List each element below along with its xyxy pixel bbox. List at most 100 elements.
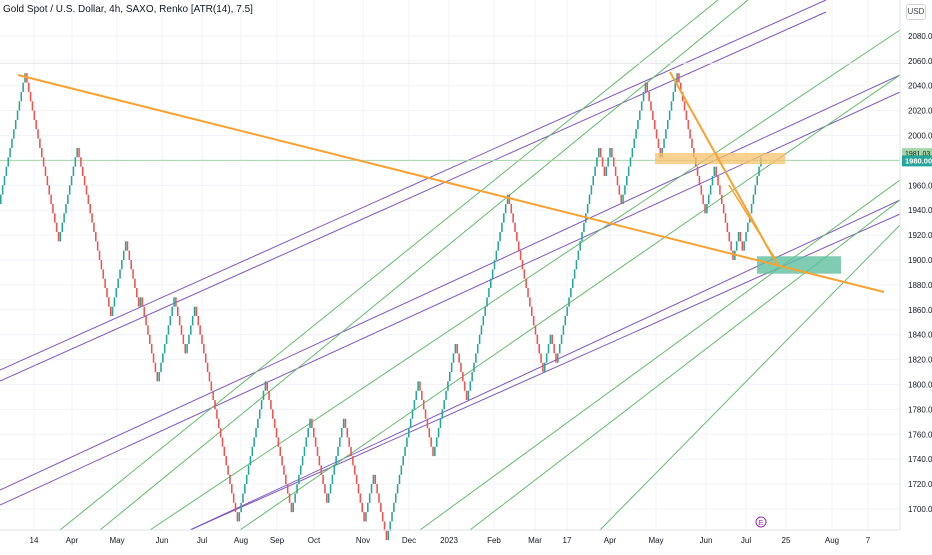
renko-brick — [301, 456, 304, 466]
renko-brick — [240, 502, 242, 513]
event-marker-icon — [755, 516, 767, 528]
renko-brick — [637, 119, 639, 130]
renko-brick — [16, 110, 19, 120]
renko-brick — [700, 185, 703, 195]
renko-brick — [277, 437, 280, 447]
renko-brick — [462, 372, 464, 382]
renko-brick — [676, 73, 678, 83]
renko-brick — [717, 175, 719, 186]
x-tick-label: Jul — [197, 536, 207, 545]
renko-brick — [693, 147, 695, 158]
trendline-short — [728, 184, 777, 261]
renko-brick — [232, 493, 235, 503]
price-label-high: 1981.03 — [905, 151, 930, 158]
y-tick-label: 1840.00 — [908, 331, 932, 340]
renko-brick — [486, 297, 488, 307]
renko-brick — [514, 222, 516, 232]
renko-brick — [516, 231, 518, 242]
renko-brick — [739, 231, 742, 242]
renko-brick — [260, 400, 263, 410]
renko-brick — [329, 484, 332, 494]
renko-brick — [588, 194, 591, 204]
renko-brick — [337, 446, 339, 457]
renko-brick — [35, 119, 37, 130]
renko-brick — [437, 428, 440, 438]
renko-brick — [702, 194, 704, 204]
y-tick-label: 2040.00 — [908, 82, 932, 91]
y-tick-label: 1780.00 — [908, 405, 932, 414]
x-tick-label: Sep — [270, 536, 285, 545]
renko-brick — [456, 344, 459, 354]
renko-brick — [562, 325, 565, 335]
currency-button[interactable]: USD — [906, 4, 926, 20]
renko-brick — [320, 465, 323, 475]
renko-brick — [357, 484, 360, 494]
renko-brick — [670, 101, 673, 111]
renko-brick — [465, 390, 468, 401]
y-tick-label: 1900.00 — [908, 256, 932, 265]
renko-brick — [109, 306, 112, 317]
renko-brick — [14, 119, 17, 130]
renko-brick — [335, 456, 337, 466]
renko-brick — [350, 446, 352, 457]
renko-brick — [175, 297, 177, 307]
renko-brick — [478, 334, 481, 345]
renko-brick — [68, 185, 71, 195]
renko-brick — [33, 110, 36, 120]
renko-brick — [52, 203, 54, 214]
renko-brick — [326, 493, 328, 503]
renko-brick — [214, 400, 216, 410]
renko-brick — [162, 353, 164, 363]
renko-brick — [560, 334, 563, 345]
renko-brick — [419, 381, 421, 391]
x-tick-label: Jun — [156, 536, 169, 545]
y-tick-label: 2000.00 — [908, 132, 932, 141]
renko-brick — [609, 147, 611, 158]
renko-brick — [324, 484, 326, 494]
renko-brick — [620, 194, 622, 204]
renko-brick — [527, 288, 529, 298]
renko-brick — [737, 231, 740, 242]
renko-brick — [394, 493, 397, 503]
renko-brick — [93, 222, 95, 232]
renko-brick — [741, 241, 744, 251]
renko-brick — [227, 465, 229, 475]
renko-brick — [713, 166, 716, 176]
renko-brick — [396, 484, 399, 494]
renko-brick — [454, 344, 457, 354]
renko-brick — [372, 474, 375, 485]
renko-brick — [421, 390, 423, 401]
renko-brick — [499, 231, 501, 242]
renko-brick — [363, 512, 365, 522]
renko-brick — [111, 306, 114, 317]
renko-brick — [361, 502, 363, 513]
renko-brick — [415, 390, 418, 401]
renko-brick — [193, 306, 196, 317]
renko-brick — [452, 353, 455, 363]
renko-brick — [579, 241, 581, 251]
renko-brick — [247, 465, 250, 475]
renko-brick — [754, 185, 757, 195]
renko-brick — [76, 147, 78, 158]
renko-brick — [344, 418, 347, 429]
renko-brick — [286, 484, 289, 494]
renko-brick — [217, 418, 220, 429]
renko-brick — [385, 530, 388, 541]
renko-brick — [72, 166, 75, 176]
renko-bricks — [0, 73, 762, 541]
renko-brick — [624, 185, 626, 195]
renko-brick — [186, 344, 188, 354]
renko-brick — [555, 353, 557, 363]
renko-brick — [551, 334, 554, 345]
renko-brick — [190, 325, 192, 335]
renko-brick — [484, 306, 486, 317]
renko-brick — [542, 362, 544, 373]
renko-brick — [383, 521, 386, 531]
renko-brick — [612, 157, 615, 167]
renko-brick — [471, 372, 473, 382]
channel-line-green — [599, 224, 901, 531]
renko-brick — [678, 73, 680, 83]
